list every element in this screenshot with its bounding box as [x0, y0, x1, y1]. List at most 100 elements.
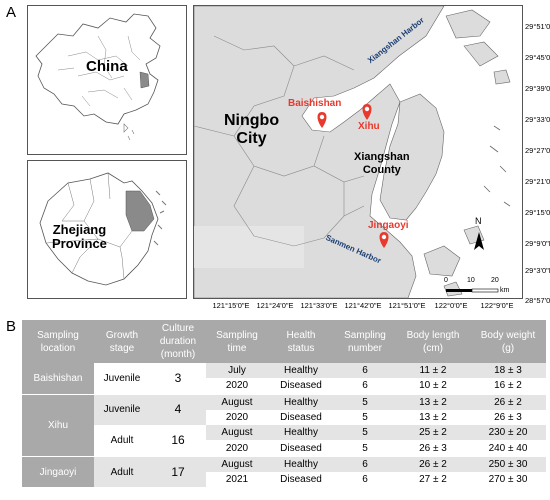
china-inset-map: China	[27, 5, 187, 155]
scale-tick-0: 0	[444, 277, 448, 284]
number-cell: 5	[334, 425, 396, 441]
weight-cell: 270 ± 30	[470, 472, 546, 488]
north-label: N	[475, 216, 482, 226]
length-cell: 11 ± 2	[396, 363, 470, 379]
china-map-svg	[35, 13, 161, 141]
status-cell: Healthy	[268, 363, 334, 379]
lon-tick: 122°0'0"E	[434, 301, 468, 310]
north-arrow	[474, 232, 484, 250]
length-cell: 10 ± 2	[396, 378, 470, 395]
duration-cell: 17	[150, 455, 206, 488]
header-growth-stage: Growth stage	[94, 320, 150, 363]
stage-cell: Adult	[94, 455, 150, 488]
ningbo-main-map: Ningbo City Xiangshan County Xiangshan H…	[193, 5, 523, 299]
table-row: Adult 16 August Healthy 5 25 ± 2 230 ± 2…	[22, 425, 546, 457]
xihu-marker	[362, 104, 372, 120]
zhejiang-inset-map: Zhejiang Province	[27, 160, 187, 299]
lon-tick: 121°33'0"E	[300, 301, 338, 310]
time-cell: July	[206, 363, 268, 379]
header-body-length: Body length (cm)	[396, 320, 470, 363]
lat-tick: 29°21'0"N	[525, 177, 550, 186]
time-cell: 2021	[206, 472, 268, 488]
table-row: 2020 Diseased 5 13 ± 2 26 ± 3	[22, 409, 546, 426]
weight-cell: 250 ± 30	[470, 455, 546, 473]
header-sampling-number: Sampling number	[334, 320, 396, 363]
panel-label-a: A	[6, 4, 17, 21]
time-cell: August	[206, 455, 268, 473]
number-cell: 5	[334, 409, 396, 426]
scale-tick-10: 10	[467, 277, 475, 284]
length-cell: 26 ± 2	[396, 455, 470, 473]
location-cell: Xihu	[22, 393, 94, 457]
status-cell: Diseased	[268, 472, 334, 488]
site-label-jingaoyi: Jingaoyi	[368, 220, 409, 231]
lat-tick: 29°15'0"N	[525, 208, 550, 217]
weight-cell: 18 ± 3	[470, 363, 546, 379]
site-label-baishishan: Baishishan	[288, 98, 342, 109]
number-cell: 5	[334, 393, 396, 410]
stage-cell: Juvenile	[94, 363, 150, 395]
lat-tick: 29°3'0"N	[525, 266, 550, 275]
scale-unit: km	[500, 287, 510, 294]
lat-tick: 29°39'0"N	[525, 84, 550, 93]
time-cell: 2020	[206, 409, 268, 426]
location-cell: Baishishan	[22, 363, 94, 395]
ningbo-highlight	[125, 190, 155, 232]
number-cell: 6	[334, 378, 396, 395]
stage-cell: Juvenile	[94, 393, 150, 426]
status-cell: Diseased	[268, 378, 334, 395]
number-cell: 6	[334, 455, 396, 473]
baishishan-marker	[317, 112, 327, 128]
status-cell: Healthy	[268, 425, 334, 441]
table-row: 2020 Diseased 5 26 ± 3 240 ± 40	[22, 440, 546, 457]
table-row: Baishishan Juvenile 3 July Healthy 6 11 …	[22, 363, 546, 395]
table-row: 2020 Diseased 6 10 ± 2 16 ± 2	[22, 378, 546, 395]
table-row: 2021 Diseased 6 27 ± 2 270 ± 30	[22, 472, 546, 488]
stage-cell: Adult	[94, 425, 150, 457]
length-cell: 13 ± 2	[396, 409, 470, 426]
number-cell: 6	[334, 363, 396, 379]
weight-cell: 230 ± 20	[470, 425, 546, 441]
lon-tick: 121°24'0"E	[256, 301, 294, 310]
main-map-svg	[194, 6, 511, 298]
zhejiang-label: Zhejiang Province	[52, 222, 107, 251]
weight-cell: 26 ± 3	[470, 409, 546, 426]
panel-label-b: B	[6, 318, 17, 335]
length-cell: 26 ± 3	[396, 440, 470, 457]
lon-tick: 122°9'0"E	[480, 301, 514, 310]
header-health-status: Health status	[268, 320, 334, 363]
time-cell: August	[206, 425, 268, 441]
lon-tick: 121°42'0"E	[344, 301, 382, 310]
duration-cell: 16	[150, 425, 206, 457]
lon-tick: 121°51'0"E	[388, 301, 426, 310]
length-cell: 25 ± 2	[396, 425, 470, 441]
lat-tick: 29°9'0"N	[525, 239, 550, 248]
ningbo-city-label: Ningbo City	[224, 112, 280, 147]
time-cell: 2020	[206, 440, 268, 457]
china-label: China	[86, 58, 128, 75]
site-label-xihu: Xihu	[358, 121, 380, 132]
number-cell: 5	[334, 440, 396, 457]
lat-tick: 29°45'0"N	[525, 53, 550, 62]
sampling-table: Sampling location Growth stage Culture dura…	[22, 320, 546, 488]
table-row: Xihu Juvenile 4 August Healthy 5 13 ± 2 …	[22, 393, 546, 457]
length-cell: 27 ± 2	[396, 472, 470, 488]
time-cell: 2020	[206, 378, 268, 395]
duration-cell: 3	[150, 363, 206, 395]
number-cell: 6	[334, 472, 396, 488]
lat-tick: 29°51'0"N	[525, 22, 550, 31]
zhejiang-map-svg	[39, 172, 167, 286]
lat-tick: 29°27'0"N	[525, 146, 550, 155]
length-cell: 13 ± 2	[396, 393, 470, 410]
lat-tick: 29°33'0"N	[525, 115, 550, 124]
time-cell: August	[206, 393, 268, 410]
status-cell: Healthy	[268, 393, 334, 410]
lon-tick: 121°15'0"E	[212, 301, 250, 310]
location-cell: Jingaoyi	[22, 455, 94, 488]
lat-tick: 28°57'0"N	[525, 296, 550, 305]
status-cell: Diseased	[268, 409, 334, 426]
scale-bar	[446, 288, 499, 293]
duration-cell: 4	[150, 393, 206, 426]
jingaoyi-marker	[379, 232, 389, 248]
table-row: Jingaoyi Adult 17 August Healthy 6 26 ± …	[22, 455, 546, 488]
